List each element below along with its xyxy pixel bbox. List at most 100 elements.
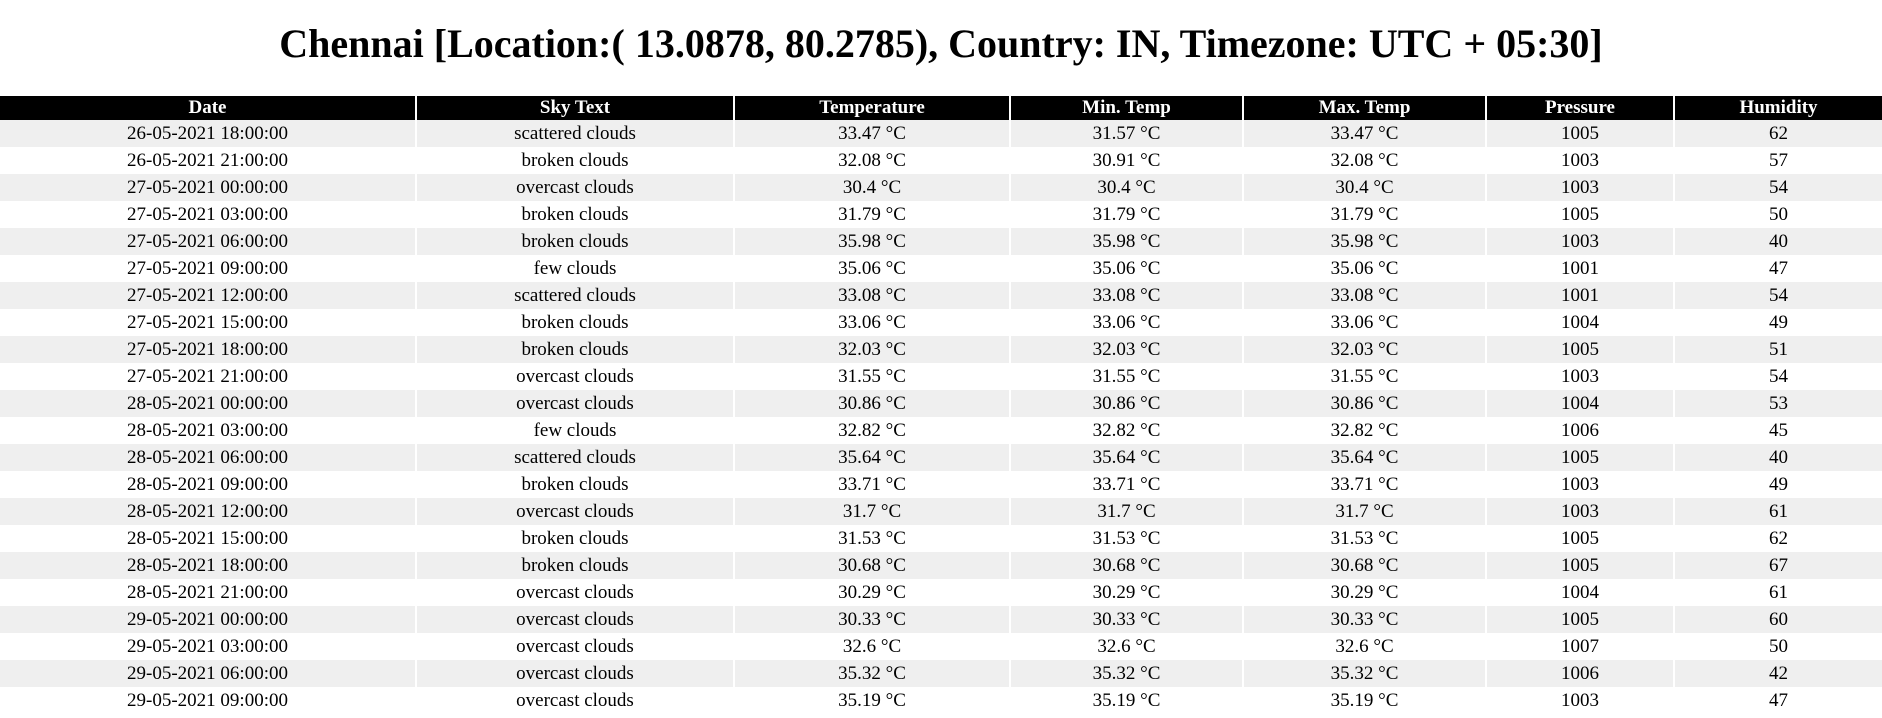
cell-pressure: 1004 xyxy=(1485,579,1674,606)
cell-temperature: 32.08 °C xyxy=(733,147,1010,174)
cell-humidity: 54 xyxy=(1673,282,1882,309)
cell-humidity: 53 xyxy=(1673,390,1882,417)
forecast-table-body: 26-05-2021 18:00:00 scattered clouds 33.47… xyxy=(0,120,1882,714)
cell-sky-text: overcast clouds xyxy=(415,174,734,201)
cell-temperature: 35.64 °C xyxy=(733,444,1010,471)
cell-pressure: 1003 xyxy=(1485,471,1674,498)
cell-sky-text: broken clouds xyxy=(415,552,734,579)
table-row: 28-05-2021 03:00:00 few clouds 32.82 °C 32.… xyxy=(0,417,1882,444)
cell-sky-text: broken clouds xyxy=(415,525,734,552)
cell-humidity: 54 xyxy=(1673,174,1882,201)
cell-pressure: 1003 xyxy=(1485,147,1674,174)
cell-pressure: 1003 xyxy=(1485,498,1674,525)
cell-temperature: 31.7 °C xyxy=(733,498,1010,525)
cell-min-temp: 32.82 °C xyxy=(1009,417,1243,444)
cell-max-temp: 33.06 °C xyxy=(1242,309,1486,336)
cell-min-temp: 30.68 °C xyxy=(1009,552,1243,579)
table-row: 27-05-2021 15:00:00 broken clouds 33.06 °C… xyxy=(0,309,1882,336)
cell-temperature: 35.32 °C xyxy=(733,660,1010,687)
cell-temperature: 33.08 °C xyxy=(733,282,1010,309)
cell-temperature: 30.68 °C xyxy=(733,552,1010,579)
cell-pressure: 1005 xyxy=(1485,525,1674,552)
cell-sky-text: broken clouds xyxy=(415,228,734,255)
table-header-row: Date Sky Text Temperature Min. Temp Max.… xyxy=(0,96,1882,120)
table-row: 27-05-2021 06:00:00 broken clouds 35.98 °C… xyxy=(0,228,1882,255)
table-row: 27-05-2021 21:00:00 overcast clouds 31.55 … xyxy=(0,363,1882,390)
cell-humidity: 40 xyxy=(1673,228,1882,255)
cell-temperature: 35.98 °C xyxy=(733,228,1010,255)
cell-temperature: 33.06 °C xyxy=(733,309,1010,336)
column-header-sky-text: Sky Text xyxy=(415,96,734,120)
cell-date: 26-05-2021 21:00:00 xyxy=(0,147,416,174)
cell-temperature: 31.79 °C xyxy=(733,201,1010,228)
table-row: 28-05-2021 15:00:00 broken clouds 31.53 °C… xyxy=(0,525,1882,552)
cell-date: 27-05-2021 21:00:00 xyxy=(0,363,416,390)
cell-min-temp: 35.32 °C xyxy=(1009,660,1243,687)
column-header-min-temp: Min. Temp xyxy=(1009,96,1243,120)
cell-max-temp: 31.55 °C xyxy=(1242,363,1486,390)
table-row: 27-05-2021 18:00:00 broken clouds 32.03 °C… xyxy=(0,336,1882,363)
cell-min-temp: 31.55 °C xyxy=(1009,363,1243,390)
cell-date: 29-05-2021 06:00:00 xyxy=(0,660,416,687)
cell-pressure: 1005 xyxy=(1485,201,1674,228)
cell-max-temp: 33.71 °C xyxy=(1242,471,1486,498)
cell-humidity: 50 xyxy=(1673,201,1882,228)
cell-humidity: 54 xyxy=(1673,363,1882,390)
cell-humidity: 49 xyxy=(1673,309,1882,336)
cell-temperature: 30.4 °C xyxy=(733,174,1010,201)
cell-date: 29-05-2021 09:00:00 xyxy=(0,687,416,714)
cell-min-temp: 33.06 °C xyxy=(1009,309,1243,336)
cell-temperature: 32.03 °C xyxy=(733,336,1010,363)
cell-temperature: 30.33 °C xyxy=(733,606,1010,633)
cell-humidity: 47 xyxy=(1673,255,1882,282)
cell-pressure: 1006 xyxy=(1485,660,1674,687)
cell-pressure: 1005 xyxy=(1485,336,1674,363)
cell-date: 26-05-2021 18:00:00 xyxy=(0,120,416,147)
table-row: 28-05-2021 00:00:00 overcast clouds 30.86 … xyxy=(0,390,1882,417)
table-row: 28-05-2021 18:00:00 broken clouds 30.68 °C… xyxy=(0,552,1882,579)
cell-date: 27-05-2021 12:00:00 xyxy=(0,282,416,309)
cell-max-temp: 33.47 °C xyxy=(1242,120,1486,147)
cell-sky-text: overcast clouds xyxy=(415,633,734,660)
cell-humidity: 57 xyxy=(1673,147,1882,174)
cell-date: 29-05-2021 00:00:00 xyxy=(0,606,416,633)
cell-sky-text: broken clouds xyxy=(415,147,734,174)
cell-sky-text: scattered clouds xyxy=(415,120,734,147)
cell-max-temp: 31.7 °C xyxy=(1242,498,1486,525)
cell-sky-text: scattered clouds xyxy=(415,282,734,309)
cell-min-temp: 31.57 °C xyxy=(1009,120,1243,147)
cell-min-temp: 30.29 °C xyxy=(1009,579,1243,606)
cell-humidity: 42 xyxy=(1673,660,1882,687)
cell-temperature: 31.53 °C xyxy=(733,525,1010,552)
cell-sky-text: scattered clouds xyxy=(415,444,734,471)
cell-temperature: 35.06 °C xyxy=(733,255,1010,282)
cell-humidity: 62 xyxy=(1673,120,1882,147)
cell-pressure: 1005 xyxy=(1485,120,1674,147)
table-row: 27-05-2021 03:00:00 broken clouds 31.79 °C… xyxy=(0,201,1882,228)
cell-min-temp: 32.03 °C xyxy=(1009,336,1243,363)
cell-min-temp: 33.71 °C xyxy=(1009,471,1243,498)
cell-pressure: 1005 xyxy=(1485,444,1674,471)
cell-max-temp: 35.32 °C xyxy=(1242,660,1486,687)
table-row: 27-05-2021 09:00:00 few clouds 35.06 °C 35.… xyxy=(0,255,1882,282)
cell-temperature: 30.29 °C xyxy=(733,579,1010,606)
cell-sky-text: broken clouds xyxy=(415,471,734,498)
cell-date: 28-05-2021 21:00:00 xyxy=(0,579,416,606)
cell-humidity: 67 xyxy=(1673,552,1882,579)
cell-humidity: 47 xyxy=(1673,687,1882,714)
cell-max-temp: 30.4 °C xyxy=(1242,174,1486,201)
column-header-humidity: Humidity xyxy=(1673,96,1882,120)
cell-date: 28-05-2021 03:00:00 xyxy=(0,417,416,444)
cell-max-temp: 32.03 °C xyxy=(1242,336,1486,363)
cell-pressure: 1004 xyxy=(1485,309,1674,336)
table-row: 29-05-2021 03:00:00 overcast clouds 32.6 °… xyxy=(0,633,1882,660)
cell-temperature: 35.19 °C xyxy=(733,687,1010,714)
cell-pressure: 1007 xyxy=(1485,633,1674,660)
cell-sky-text: overcast clouds xyxy=(415,363,734,390)
cell-pressure: 1005 xyxy=(1485,606,1674,633)
cell-pressure: 1001 xyxy=(1485,255,1674,282)
cell-max-temp: 31.79 °C xyxy=(1242,201,1486,228)
cell-sky-text: few clouds xyxy=(415,417,734,444)
table-row: 26-05-2021 21:00:00 broken clouds 32.08 °C… xyxy=(0,147,1882,174)
cell-temperature: 31.55 °C xyxy=(733,363,1010,390)
